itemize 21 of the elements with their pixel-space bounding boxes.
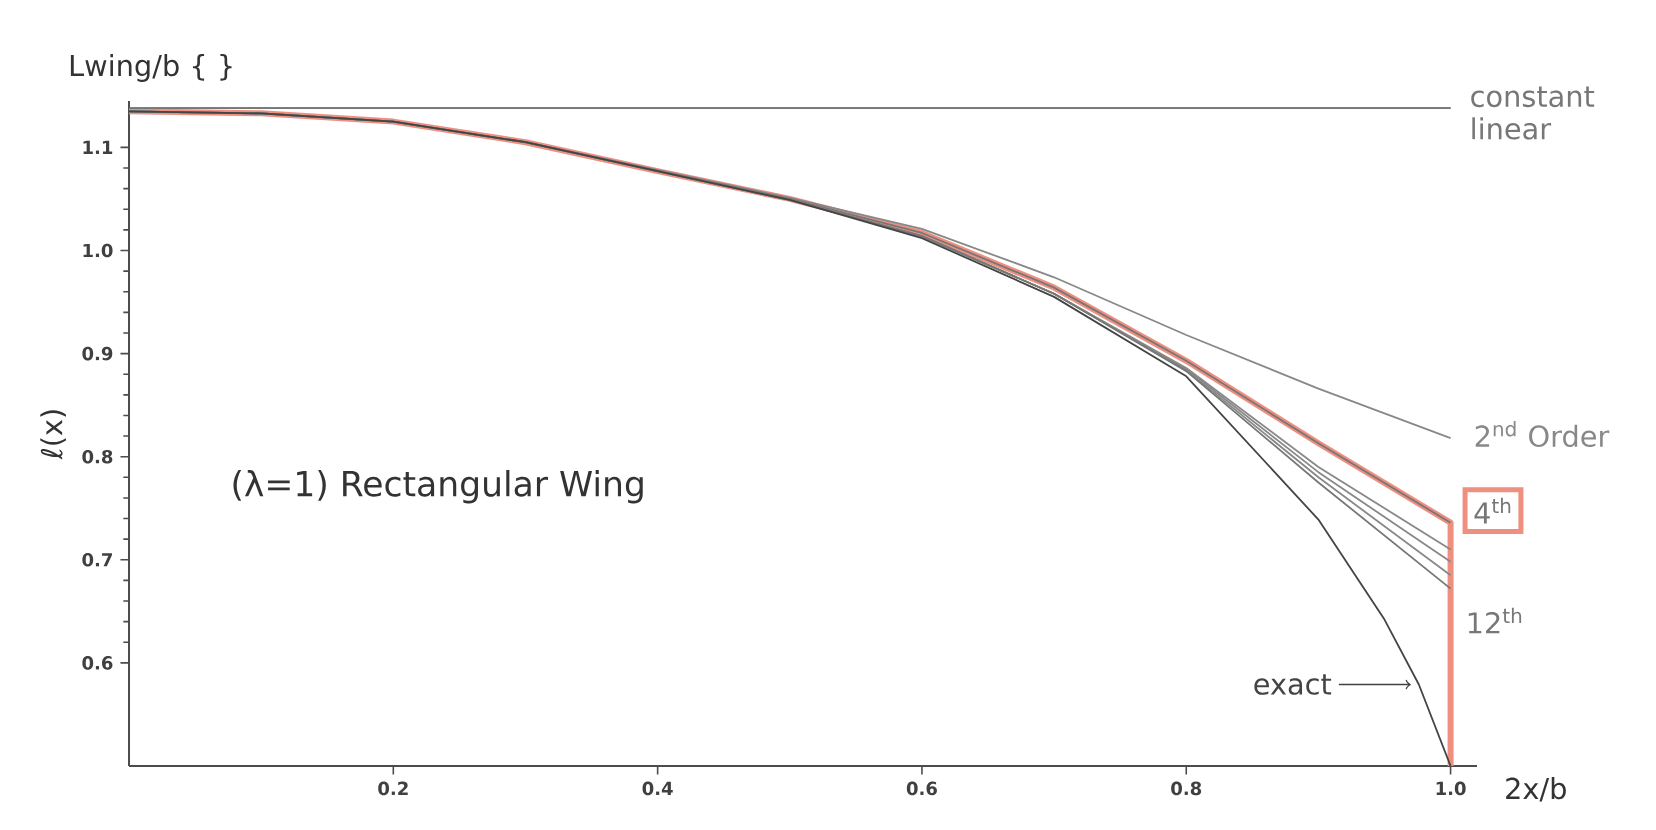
x-tick-label: 0.2 — [378, 781, 408, 796]
text: Lwing/b { } — [70, 54, 232, 82]
series-label: 2$^{nd}$ Order — [1475, 420, 1610, 448]
annotation: (λ=1) Rectangular Wing — [233, 469, 643, 504]
y-tick-label: 1.0 — [83, 243, 113, 258]
series-label: 12$^{th}$ — [1468, 607, 1522, 634]
x-axis-title: 2x/b — [1506, 777, 1566, 802]
y-tick-label: 0.8 — [82, 449, 113, 464]
y-axis-title: ℓ(x) — [40, 410, 66, 460]
x-tick-label: 0.8 — [1171, 781, 1202, 796]
y-tick-label: 1.1 — [83, 140, 113, 154]
x-tick-label: 1.0 — [1436, 781, 1466, 796]
series-label: linear — [1472, 117, 1552, 140]
y-tick-label: 0.6 — [82, 656, 113, 670]
x-tick-label: 0.4 — [642, 781, 673, 796]
series-label: 4$^{th}$ — [1474, 497, 1511, 524]
legend-label: exact — [1254, 674, 1332, 695]
y-tick-label: 0.9 — [82, 346, 113, 361]
series-label: constant — [1471, 86, 1595, 108]
y-tick-label: 0.7 — [82, 552, 112, 567]
x-tick-label: 0.6 — [906, 781, 937, 796]
